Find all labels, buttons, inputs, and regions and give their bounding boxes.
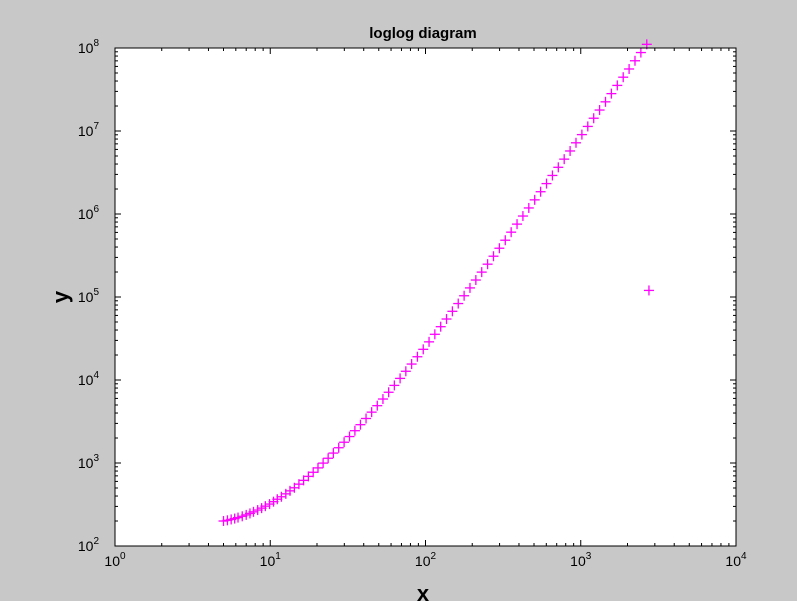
data-point bbox=[328, 448, 339, 459]
data-point bbox=[318, 458, 329, 469]
data-point bbox=[635, 47, 646, 58]
data-point bbox=[565, 145, 576, 156]
data-point bbox=[377, 394, 388, 405]
data-point bbox=[606, 88, 617, 99]
data-point bbox=[547, 170, 558, 181]
data-point bbox=[629, 55, 640, 66]
data-point bbox=[488, 251, 499, 262]
chart-title: loglog diagram bbox=[369, 25, 477, 42]
data-point bbox=[389, 380, 400, 391]
plot-area bbox=[115, 48, 736, 546]
x-tick-label: 103 bbox=[570, 551, 592, 569]
data-point bbox=[418, 344, 429, 355]
data-point bbox=[588, 113, 599, 124]
data-point bbox=[553, 162, 564, 173]
data-point bbox=[576, 129, 587, 140]
data-point bbox=[447, 306, 458, 317]
data-point bbox=[372, 400, 383, 411]
data-point bbox=[624, 63, 635, 74]
y-tick-label: 105 bbox=[78, 287, 100, 305]
data-point bbox=[366, 407, 377, 418]
data-point bbox=[541, 178, 552, 189]
x-axis-label: x bbox=[417, 581, 430, 601]
data-point bbox=[535, 186, 546, 197]
data-point bbox=[361, 413, 372, 424]
data-point bbox=[618, 72, 629, 83]
data-point bbox=[512, 219, 523, 230]
data-point bbox=[323, 453, 334, 464]
data-point bbox=[570, 137, 581, 148]
data-point bbox=[429, 329, 440, 340]
data-point bbox=[435, 321, 446, 332]
data-point bbox=[383, 387, 394, 398]
x-tick-label: 101 bbox=[260, 551, 282, 569]
data-point bbox=[355, 419, 366, 430]
data-point bbox=[500, 235, 511, 246]
y-tick-label: 106 bbox=[78, 204, 100, 222]
data-point bbox=[260, 501, 271, 512]
y-tick-label: 102 bbox=[78, 536, 100, 554]
data-point bbox=[333, 442, 344, 453]
x-tick-label: 100 bbox=[104, 551, 126, 569]
data-point bbox=[464, 282, 475, 293]
data-point bbox=[643, 285, 654, 296]
y-axis-label: y bbox=[48, 290, 73, 303]
data-point bbox=[233, 512, 244, 523]
data-point bbox=[424, 336, 435, 347]
data-point bbox=[248, 506, 259, 517]
data-point bbox=[482, 259, 493, 270]
data-point bbox=[559, 154, 570, 165]
data-point bbox=[582, 121, 593, 132]
data-point bbox=[506, 227, 517, 238]
data-point bbox=[470, 275, 481, 286]
data-point bbox=[600, 96, 611, 107]
data-point bbox=[612, 80, 623, 91]
y-tick-label: 103 bbox=[78, 453, 100, 471]
data-point bbox=[453, 298, 464, 309]
x-tick-label: 104 bbox=[725, 551, 747, 569]
data-point bbox=[406, 359, 417, 370]
data-point bbox=[272, 494, 283, 505]
data-point bbox=[459, 290, 470, 301]
data-markers bbox=[218, 39, 654, 527]
x-tick-label: 102 bbox=[415, 551, 437, 569]
data-point bbox=[312, 462, 323, 473]
y-tick-labels: 102 103 104 105 106 107 108 bbox=[78, 38, 100, 554]
data-point bbox=[517, 211, 528, 222]
axes-frame bbox=[114, 47, 737, 547]
data-point bbox=[303, 471, 314, 482]
data-point bbox=[529, 194, 540, 205]
data-point bbox=[476, 267, 487, 278]
y-tick-label: 108 bbox=[78, 38, 100, 56]
data-point bbox=[412, 351, 423, 362]
data-point bbox=[400, 366, 411, 377]
x-tick-labels: 100 101 102 103 104 bbox=[104, 551, 747, 569]
data-point bbox=[441, 314, 452, 325]
data-point bbox=[494, 243, 505, 254]
data-point bbox=[349, 425, 360, 436]
data-point bbox=[339, 437, 350, 448]
data-point bbox=[308, 467, 319, 478]
data-point bbox=[344, 431, 355, 442]
y-tick-label: 104 bbox=[78, 370, 100, 388]
data-point bbox=[594, 105, 605, 116]
data-point bbox=[523, 202, 534, 213]
y-tick-label: 107 bbox=[78, 121, 100, 139]
data-point bbox=[395, 373, 406, 384]
